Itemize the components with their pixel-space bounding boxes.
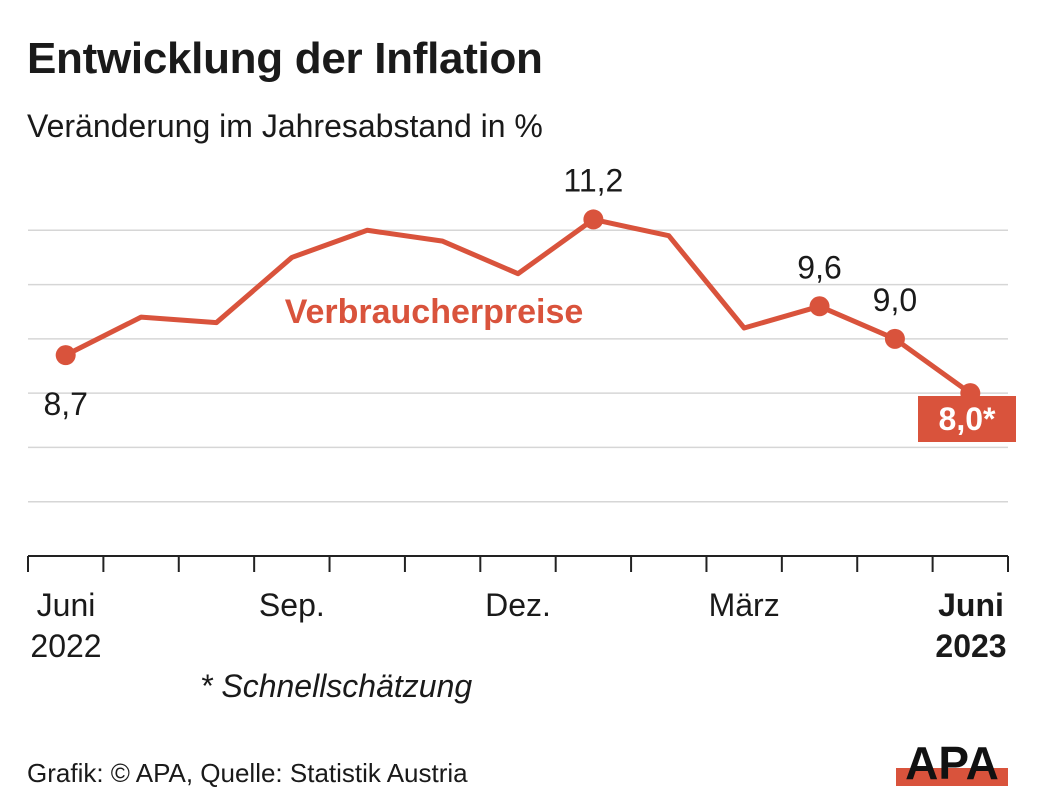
apa-logo: APA	[896, 740, 1008, 786]
source-credit: Grafik: © APA, Quelle: Statistik Austria	[27, 758, 468, 788]
data-point	[583, 209, 604, 230]
x-tick-label: 2023	[935, 628, 1006, 664]
series-label: Verbraucherpreise	[285, 293, 584, 331]
data-point	[809, 296, 830, 317]
chart-title: Entwicklung der Inflation	[27, 34, 543, 83]
data-point	[884, 328, 905, 349]
footnote: * Schnellschätzung	[200, 668, 473, 704]
data-label: 8,7	[43, 386, 87, 422]
x-tick-label: Dez.	[485, 587, 551, 623]
x-tick-label: März	[709, 587, 780, 623]
x-tick-label: Sep.	[259, 587, 325, 623]
x-tick-label: Juni	[37, 587, 96, 623]
data-label: 11,2	[563, 162, 623, 198]
data-label: 8,0*	[939, 401, 996, 437]
data-label: 9,0	[873, 282, 917, 318]
x-tick-label: Juni	[938, 587, 1004, 623]
chart-subtitle: Veränderung im Jahresabstand in %	[27, 108, 543, 144]
data-label: 9,6	[797, 249, 841, 285]
svg-text:APA: APA	[905, 740, 999, 786]
callout-box	[918, 396, 1016, 442]
data-point	[55, 345, 76, 366]
x-tick-label: 2022	[30, 628, 101, 664]
